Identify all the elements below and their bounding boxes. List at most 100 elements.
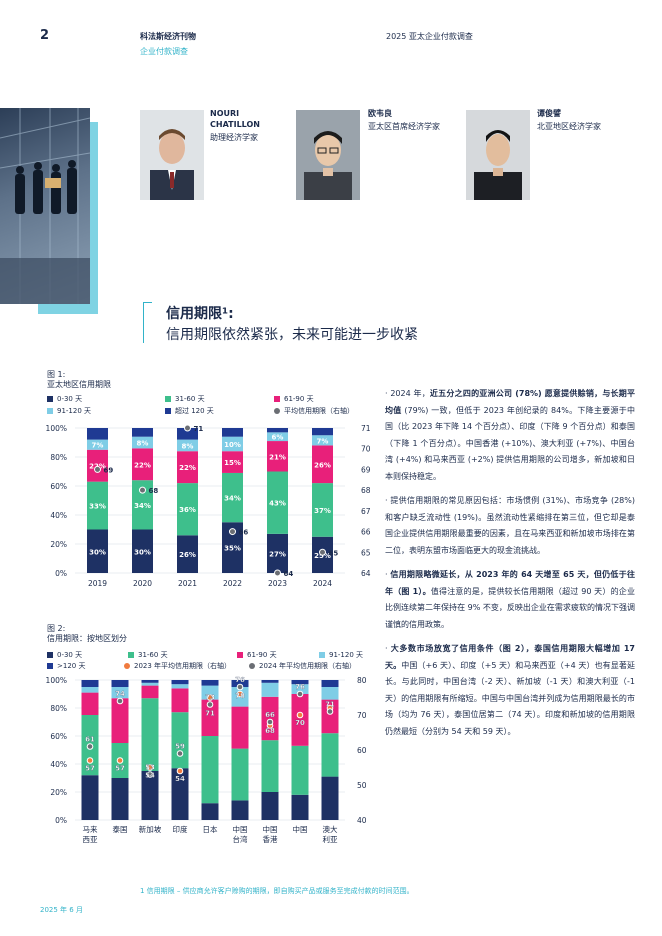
marker-2024 [176,750,184,757]
label-2024: 71 [325,701,335,709]
bar-segment [321,687,339,700]
data-label: 30% [89,548,106,556]
data-label: 34% [224,495,241,503]
y2-tick-label: 66 [361,528,371,537]
bar-segment [261,680,279,683]
label-2024: 53 [145,764,155,772]
bar-segment [261,740,279,792]
bar-segment [312,428,333,436]
bar-segment [267,533,288,573]
x-tick-label: 中国 [293,824,308,834]
x-tick-label: 2024 [313,579,332,588]
bar-segment [231,680,249,687]
x-tick-label: 中国 [233,824,248,834]
bar-segment [177,483,198,536]
bar-segment [177,428,198,440]
bar-segment [291,745,309,795]
bar-segment [222,436,243,452]
x-tick-label: 台湾 [233,834,248,844]
bar-segment [267,441,288,472]
label-2024: 59 [175,743,185,751]
bar-segment [261,696,279,741]
bar-segment [111,687,129,699]
y2-tick-label: 68 [361,486,371,495]
author-role: 亚太区首席经济学家 [368,122,440,131]
data-label: 37% [314,507,331,515]
bar-segment [171,688,189,713]
legend-dot [249,663,255,669]
bar-segment [231,800,249,820]
x-tick-label: 2019 [88,579,107,588]
y-tick-label: 80% [50,453,67,462]
legend-label: 平均信用期限（右轴） [284,407,354,415]
publication-subtitle: 企业付款调查 [140,47,188,56]
figure2-number: 图 2: [47,624,66,633]
average-marker [319,548,326,556]
figure1-caption: 亚太地区信用期限 [47,380,111,389]
legend-label: 0-30 天 [57,651,83,659]
author-photo-chatillon [140,110,204,200]
bar-segment [81,680,99,687]
body-paragraph: · 信用期限略微延长，从 2023 年的 64 天增至 65 天，但仍低于往年（… [385,570,635,629]
legend-item: 0-30 天 [47,650,82,660]
marker-2023 [146,764,154,771]
marker-2023 [236,690,244,698]
legend-item: 31-60 天 [128,650,168,660]
average-marker [94,465,101,473]
paragraph-bold: 大多数市场放宽了信用条件（图 2），泰国信用期限大幅增加 17 天。 [385,644,635,670]
body-paragraph: · 提供信用期限的常见原因包括：市场惯例 (31%)、市场竞争 (28%) 和客… [385,496,635,555]
marker-2024 [236,683,244,691]
bar-segment [177,535,198,573]
bar-segment [81,775,99,820]
label-2024: 76 [295,683,305,691]
y-tick-label: 0% [55,816,67,825]
author-name: 谭俊譬 [537,109,561,118]
average-label: 68 [149,487,159,495]
author-role: 北亚地区经济学家 [537,122,601,131]
legend-item: >120 天 [47,661,85,671]
paragraph-text: 中国（+6 天）、印度（+5 天）和马来西亚（+4 天）也有显著延长。与此同时，… [385,660,635,736]
legend-label: 31-60 天 [175,395,205,403]
x-tick-label: 2021 [178,579,197,588]
bar-segment [141,698,159,771]
bar-segment [87,449,108,482]
bar-segment [111,680,129,687]
bar-segment [141,685,159,699]
y2-tick-label: 70 [361,445,371,454]
office-people-photo [0,108,90,304]
author-au: 欧韦良 亚太区首席经济学家 [368,108,458,132]
bar-segment [321,776,339,820]
bar-segment [231,706,249,749]
bar-segment [87,439,108,450]
bar-segment [312,445,333,484]
data-label: 30% [134,548,151,556]
bar-segment [267,471,288,534]
y-tick-label: 100% [46,424,67,433]
publisher-name: 科法斯经济刊物 [140,32,196,41]
bar-segment [231,748,249,801]
author-photo-tam [466,110,530,200]
legend-label: 2023 年平均信用期限（右轴） [134,662,232,670]
bar-segment [111,778,129,820]
author-role: 助理经济学家 [210,133,258,142]
label-extra: 68 [265,727,275,735]
average-label: 66 [239,529,249,537]
bar-segment [132,448,153,481]
data-label: 26% [179,551,196,559]
data-label: 7% [92,442,104,450]
bar-segment [201,803,219,820]
bar-segment [87,428,108,440]
bar-segment [201,685,219,700]
figure2-label: 图 2: 信用期限：按地区划分 [47,624,127,644]
y2-tick-label: 67 [361,507,371,516]
bar-segment [132,529,153,573]
bar-segment [267,432,288,442]
average-label: 71 [194,425,204,433]
legend-swatch [165,408,171,414]
author-name: NOURI CHATILLON [210,109,260,129]
average-marker [184,424,191,432]
y-tick-label: 0% [55,569,67,578]
body-text: · 2024 年，近五分之四的亚洲公司 (78%) 愿意提供赊销，与长期平均值 … [385,386,635,748]
marker-2023 [206,694,214,701]
x-tick-label: 日本 [203,824,218,834]
